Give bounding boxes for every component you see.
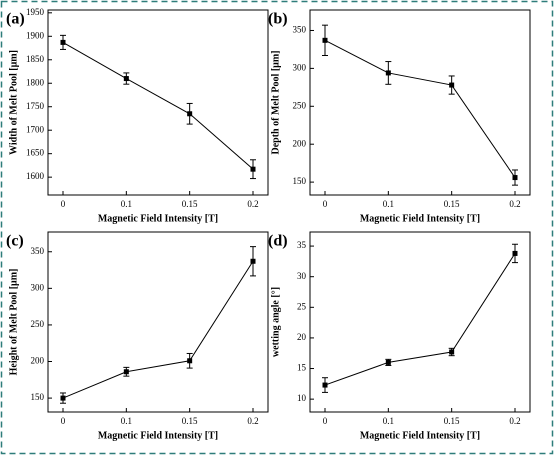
x-tick-label: 0.2 — [247, 416, 258, 426]
y-tick-label: 15 — [297, 363, 307, 373]
x-tick-label: 0 — [323, 416, 328, 426]
y-tick-label: 1800 — [26, 77, 45, 87]
data-point — [250, 166, 256, 172]
y-tick-label: 1650 — [26, 148, 45, 158]
y-tick-label: 150 — [31, 392, 45, 402]
data-point — [60, 395, 66, 401]
data-line — [324, 253, 516, 386]
y-tick-label: 300 — [293, 62, 307, 72]
y-tick-label: 1900 — [26, 30, 45, 40]
y-axis-title: Depth of Melt Pool [μm] — [270, 51, 281, 155]
data-point — [60, 39, 66, 45]
y-tick-label: 350 — [31, 246, 45, 256]
y-axis-title: Width of Melt Pool [μm] — [8, 50, 19, 155]
data-point — [123, 76, 129, 82]
x-tick-label: 0.15 — [182, 416, 198, 426]
x-tick-label: 0.1 — [121, 199, 132, 209]
data-point — [322, 37, 328, 43]
plot-frame — [309, 231, 531, 413]
plot-frame — [309, 9, 531, 196]
data-point — [187, 358, 193, 364]
data-line — [62, 41, 254, 170]
y-tick-label: 35 — [297, 240, 307, 250]
y-tick-label: 250 — [31, 319, 45, 329]
data-point — [123, 369, 129, 375]
y-tick-label: 300 — [31, 282, 45, 292]
x-axis-title: Magnetic Field Intensity [T] — [360, 213, 480, 224]
plot-frame — [47, 9, 269, 196]
data-point — [322, 382, 328, 388]
x-tick-label: 0 — [61, 416, 66, 426]
y-tick-label: 150 — [293, 176, 307, 186]
data-point — [449, 349, 455, 355]
x-tick-label: 0.15 — [444, 199, 460, 209]
data-point — [187, 111, 193, 117]
data-point — [250, 258, 256, 264]
x-tick-label: 0 — [323, 199, 328, 209]
data-point — [385, 70, 391, 76]
y-tick-label: 1750 — [26, 101, 45, 111]
x-tick-label: 0 — [61, 199, 66, 209]
x-axis-title: Magnetic Field Intensity [T] — [98, 430, 218, 441]
y-axis-title: wetting angle [°] — [270, 287, 281, 357]
data-line — [62, 260, 254, 399]
panel-label: (c) — [6, 233, 24, 250]
data-point — [449, 82, 455, 88]
x-tick-label: 0.1 — [121, 416, 132, 426]
x-tick-label: 0.1 — [383, 416, 394, 426]
y-tick-label: 10 — [297, 393, 307, 403]
y-tick-label: 25 — [297, 301, 307, 311]
y-tick-label: 20 — [297, 332, 307, 342]
x-tick-label: 0.2 — [509, 416, 520, 426]
y-tick-label: 350 — [293, 25, 307, 35]
panel-label: (d) — [268, 233, 288, 250]
x-tick-label: 0.15 — [182, 199, 198, 209]
panel-label: (a) — [6, 11, 25, 28]
plot-frame — [47, 231, 269, 413]
y-tick-label: 1600 — [26, 171, 45, 181]
data-line — [324, 39, 516, 178]
y-tick-label: 200 — [31, 356, 45, 366]
data-point — [512, 250, 518, 256]
x-tick-label: 0.2 — [509, 199, 520, 209]
y-tick-label: 1850 — [26, 54, 45, 64]
y-tick-label: 30 — [297, 271, 307, 281]
y-tick-label: 1950 — [26, 7, 45, 17]
x-tick-label: 0.15 — [444, 416, 460, 426]
y-axis-title: Height of Melt Pool [μm] — [8, 269, 19, 376]
x-tick-label: 0.2 — [247, 199, 258, 209]
data-point — [385, 359, 391, 365]
x-axis-title: Magnetic Field Intensity [T] — [360, 430, 480, 441]
data-point — [512, 175, 518, 181]
x-axis-title: Magnetic Field Intensity [T] — [98, 213, 218, 224]
y-tick-label: 250 — [293, 100, 307, 110]
x-tick-label: 0.1 — [383, 199, 394, 209]
panel-label: (b) — [268, 11, 288, 28]
y-tick-label: 1700 — [26, 124, 45, 134]
y-tick-label: 200 — [293, 138, 307, 148]
